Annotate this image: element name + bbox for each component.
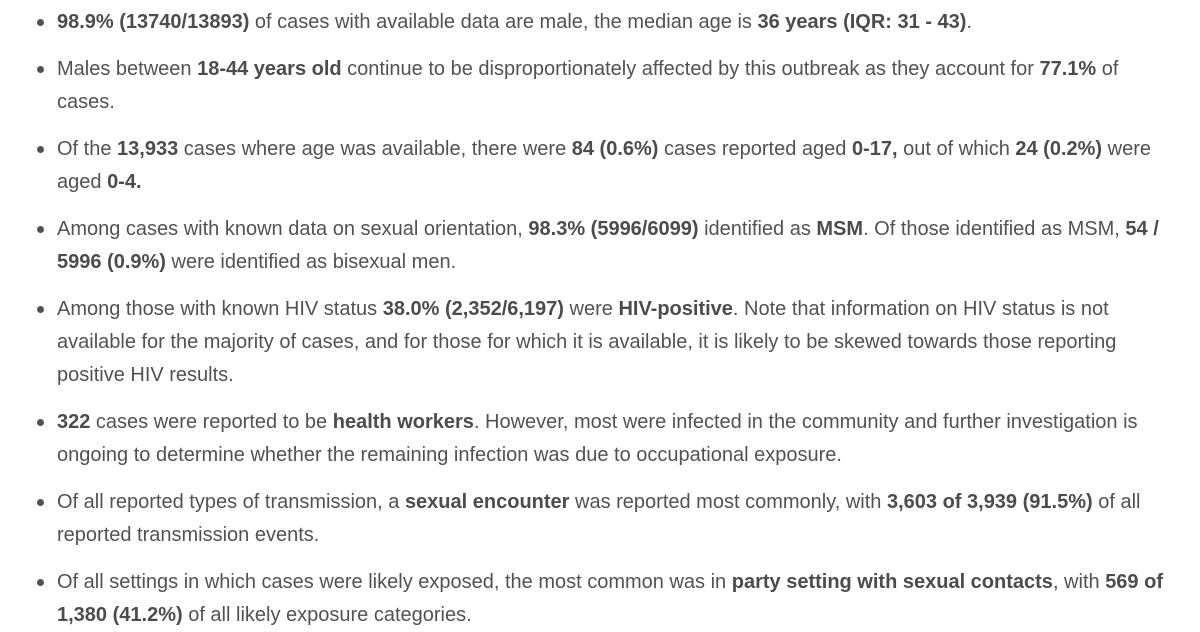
bullet-icon — [37, 579, 44, 586]
list-item: Of all reported types of transmission, a… — [37, 486, 1179, 552]
text-segment: cases were reported to be — [90, 411, 333, 433]
highlighted-stat: MSM — [816, 218, 864, 240]
bullet-icon — [37, 419, 44, 426]
text-segment: Males between — [57, 58, 198, 80]
bullet-icon — [37, 146, 44, 153]
text-segment: cases where age was available, there wer… — [178, 138, 572, 160]
highlighted-stat: 38.0% (2,352/6,197) — [382, 298, 564, 320]
list-item: Of all settings in which cases were like… — [37, 566, 1179, 632]
text-segment: Among cases with known data on sexual or… — [57, 218, 529, 240]
text-segment: Of the — [57, 138, 118, 160]
highlighted-stat: 77.1% — [1039, 58, 1097, 80]
highlighted-stat: 24 (0.2%) — [1015, 138, 1103, 160]
list-item: Males between 18-44 years old continue t… — [37, 53, 1179, 119]
list-item: 322 cases were reported to be health wor… — [37, 406, 1179, 472]
highlighted-stat: HIV-positive — [618, 298, 733, 320]
text-segment: . — [966, 11, 973, 33]
highlighted-stat: sexual encounter — [404, 491, 570, 513]
highlighted-stat: 98.3% (5996/6099) — [528, 218, 699, 240]
text-segment: Of all reported types of transmission, a — [57, 491, 405, 513]
highlighted-stat: 0-4. — [107, 171, 142, 193]
highlighted-stat: health workers — [332, 411, 474, 433]
bullet-icon — [37, 226, 44, 233]
text-segment: , with — [1052, 571, 1106, 593]
text-segment: . However, most were infected in the com… — [57, 411, 1138, 466]
list-item: Among cases with known data on sexual or… — [37, 213, 1179, 279]
list-item: 98.9% (13740/13893) of cases with availa… — [37, 6, 1179, 39]
highlighted-stat: 18-44 years old — [197, 58, 342, 80]
bullet-icon — [37, 66, 44, 73]
text-segment: of all reported transmission events. — [57, 491, 1141, 546]
highlighted-stat: party setting with sexual contacts — [731, 571, 1053, 593]
highlighted-stat: 569 of 1,380 (41.2%) — [57, 571, 1163, 626]
highlighted-stat: 84 (0.6%) — [571, 138, 659, 160]
text-segment: of cases. — [57, 58, 1119, 113]
text-segment: of all likely exposure categories. — [182, 604, 472, 626]
text-segment: identified as — [698, 218, 817, 240]
text-segment: . Note that information on HIV status is… — [57, 298, 1117, 386]
highlighted-stat: 54 / 5996 (0.9%) — [57, 218, 1159, 273]
highlighted-stat: 322 — [57, 411, 91, 433]
text-segment: were — [563, 298, 619, 320]
text-segment: out of which — [897, 138, 1016, 160]
text-segment: . Of those identified as MSM, — [863, 218, 1126, 240]
bullet-icon — [37, 19, 44, 26]
text-segment: Among those with known HIV status — [57, 298, 383, 320]
text-segment: of cases with available data are male, t… — [249, 11, 758, 33]
summary-bullet-list: 98.9% (13740/13893) of cases with availa… — [37, 6, 1179, 632]
highlighted-stat: 0-17, — [851, 138, 898, 160]
highlighted-stat: 13,933 — [117, 138, 179, 160]
text-segment: Of all settings in which cases were like… — [57, 571, 732, 593]
list-item: Among those with known HIV status 38.0% … — [37, 293, 1179, 392]
list-item: Of the 13,933 cases where age was availa… — [37, 133, 1179, 199]
highlighted-stat: 98.9% (13740/13893) — [57, 11, 250, 33]
text-segment: continue to be disproportionately affect… — [341, 58, 1040, 80]
highlighted-stat: 36 years (IQR: 31 - 43) — [757, 11, 967, 33]
text-segment: cases reported aged — [658, 138, 852, 160]
text-segment: were aged — [57, 138, 1151, 193]
bullet-icon — [37, 499, 44, 506]
text-segment: were identified as bisexual men. — [165, 251, 457, 273]
bullet-icon — [37, 306, 44, 313]
highlighted-stat: 3,603 of 3,939 (91.5%) — [886, 491, 1093, 513]
text-segment: was reported most commonly, with — [569, 491, 887, 513]
